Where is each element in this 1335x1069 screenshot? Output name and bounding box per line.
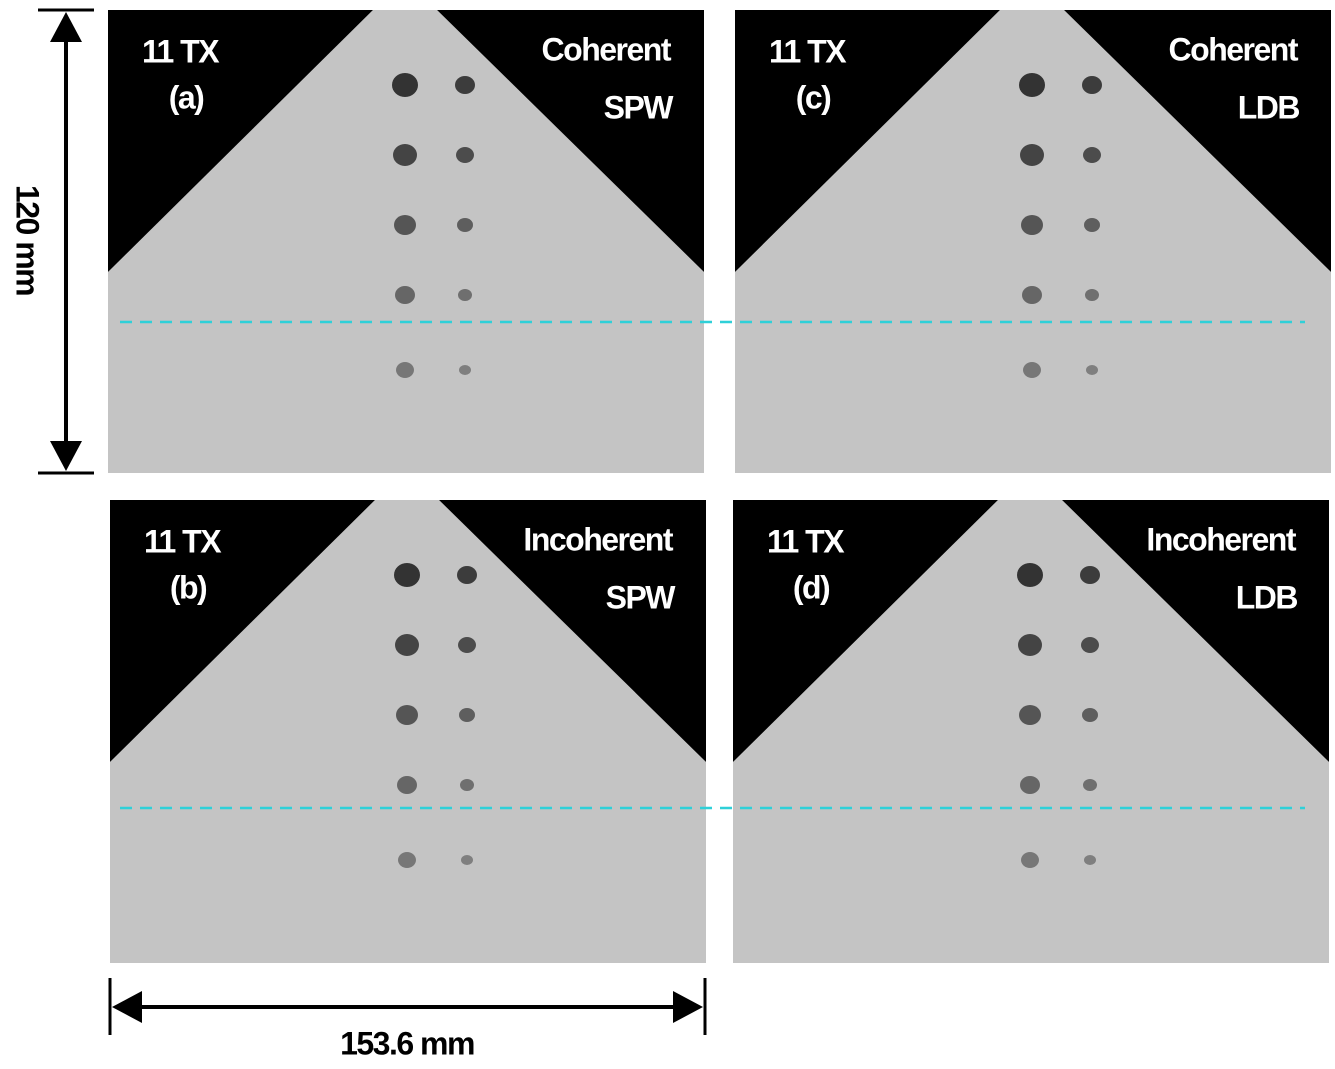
- tx-count: 11 TX: [769, 33, 847, 69]
- cyst: [459, 365, 471, 375]
- height-dimension: 120 mm: [10, 10, 94, 473]
- width-label: 153.6 mm: [340, 1025, 474, 1061]
- beam: SPW: [604, 89, 675, 125]
- cyst: [392, 73, 418, 97]
- cyst: [458, 637, 476, 653]
- panel-label: (a): [169, 79, 204, 115]
- tx-count: 11 TX: [767, 523, 845, 559]
- panel-label: (d): [793, 569, 830, 605]
- cyst: [457, 218, 473, 232]
- ultrasound-panel: 11 TX (c) Coherent LDB: [735, 10, 1331, 473]
- cyst: [397, 776, 417, 794]
- beam: LDB: [1238, 89, 1300, 125]
- cyst: [1019, 705, 1041, 725]
- mode: Incoherent: [523, 521, 673, 557]
- panel-label: (c): [796, 79, 831, 115]
- cyst: [393, 144, 417, 166]
- ultrasound-panel: 11 TX (a) Coherent SPW: [108, 10, 704, 473]
- panel-label: (b): [170, 569, 207, 605]
- ultrasound-panel: 11 TX (d) Incoherent LDB: [733, 500, 1329, 963]
- cyst: [1019, 73, 1045, 97]
- cyst: [1018, 634, 1042, 656]
- cyst: [1082, 76, 1102, 94]
- cyst: [394, 563, 420, 587]
- cyst: [461, 855, 473, 865]
- cyst: [1080, 566, 1100, 584]
- cyst: [1083, 779, 1097, 791]
- cyst: [395, 634, 419, 656]
- cyst: [1086, 365, 1098, 375]
- width-dimension: 153.6 mm: [110, 978, 705, 1061]
- mode: Coherent: [542, 31, 672, 67]
- cyst: [1082, 708, 1098, 722]
- cyst: [396, 705, 418, 725]
- cyst: [455, 76, 475, 94]
- cyst: [1021, 852, 1039, 868]
- cyst: [1084, 218, 1100, 232]
- panels: 11 TX (a) Coherent SPW 11 TX (b) Incoherent SPW…: [108, 10, 1331, 963]
- cyst: [458, 289, 472, 301]
- cyst: [457, 566, 477, 584]
- cyst: [1017, 563, 1043, 587]
- cyst: [396, 362, 414, 378]
- cyst: [1081, 637, 1099, 653]
- cyst: [1022, 286, 1042, 304]
- cyst: [395, 286, 415, 304]
- cyst: [1085, 289, 1099, 301]
- ultrasound-panel: 11 TX (b) Incoherent SPW: [110, 500, 706, 963]
- cyst: [460, 779, 474, 791]
- beam: SPW: [606, 579, 677, 615]
- cyst: [459, 708, 475, 722]
- mode: Coherent: [1169, 31, 1299, 67]
- tx-count: 11 TX: [142, 33, 220, 69]
- cyst: [456, 147, 474, 163]
- beam: LDB: [1236, 579, 1298, 615]
- cyst: [1084, 855, 1096, 865]
- cyst: [1020, 144, 1044, 166]
- height-label: 120 mm: [10, 185, 46, 295]
- cyst: [398, 852, 416, 868]
- cyst: [1083, 147, 1101, 163]
- cyst: [1023, 362, 1041, 378]
- tx-count: 11 TX: [144, 523, 222, 559]
- cyst: [1020, 776, 1040, 794]
- figure: 11 TX (a) Coherent SPW 11 TX (b) Incoherent SPW…: [0, 0, 1335, 1064]
- mode: Incoherent: [1146, 521, 1296, 557]
- cyst: [1021, 215, 1043, 235]
- cyst: [394, 215, 416, 235]
